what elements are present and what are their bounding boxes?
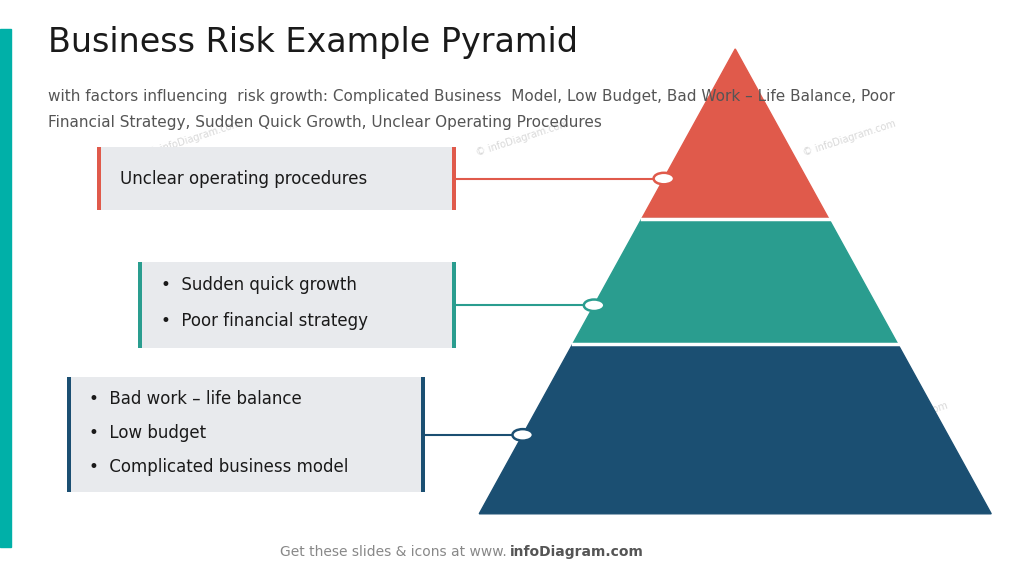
Circle shape	[584, 300, 604, 311]
Text: Unclear operating procedures: Unclear operating procedures	[120, 169, 367, 188]
Text: •  Complicated business model: • Complicated business model	[89, 458, 348, 476]
Polygon shape	[572, 219, 898, 344]
Bar	[67, 377, 71, 492]
Polygon shape	[642, 49, 828, 219]
Text: with factors influencing  risk growth: Complicated Business  Model, Low Budget, : with factors influencing risk growth: Co…	[48, 89, 895, 104]
Text: Get these slides & icons at www.: Get these slides & icons at www.	[281, 545, 507, 559]
Text: •  Bad work – life balance: • Bad work – life balance	[89, 391, 302, 408]
Bar	[421, 377, 425, 492]
Bar	[452, 262, 456, 348]
Bar	[138, 262, 142, 348]
Bar	[97, 147, 101, 210]
Bar	[67, 377, 425, 492]
Polygon shape	[479, 344, 991, 514]
Text: © infoDiagram.com: © infoDiagram.com	[854, 401, 948, 440]
Bar	[0, 29, 11, 547]
Text: Financial Strategy, Sudden Quick Growth, Unclear Operating Procedures: Financial Strategy, Sudden Quick Growth,…	[48, 115, 602, 130]
Text: © infoDiagram.com: © infoDiagram.com	[127, 401, 221, 440]
Text: © infoDiagram.com: © infoDiagram.com	[537, 401, 631, 440]
Circle shape	[653, 173, 674, 184]
Bar	[452, 147, 456, 210]
Text: •  Low budget: • Low budget	[89, 424, 206, 442]
Text: © infoDiagram.com: © infoDiagram.com	[803, 119, 897, 158]
Text: © infoDiagram.com: © infoDiagram.com	[147, 119, 242, 158]
Text: •  Sudden quick growth: • Sudden quick growth	[161, 276, 356, 294]
Text: © infoDiagram.com: © infoDiagram.com	[639, 268, 733, 308]
Text: infoDiagram.com: infoDiagram.com	[510, 545, 644, 559]
Text: •  Poor financial strategy: • Poor financial strategy	[161, 312, 368, 331]
Text: © infoDiagram.com: © infoDiagram.com	[475, 119, 569, 158]
Text: Business Risk Example Pyramid: Business Risk Example Pyramid	[48, 26, 579, 59]
Circle shape	[512, 429, 532, 441]
Bar	[138, 262, 456, 348]
Bar	[97, 147, 456, 210]
Text: © infoDiagram.com: © infoDiagram.com	[229, 268, 324, 308]
